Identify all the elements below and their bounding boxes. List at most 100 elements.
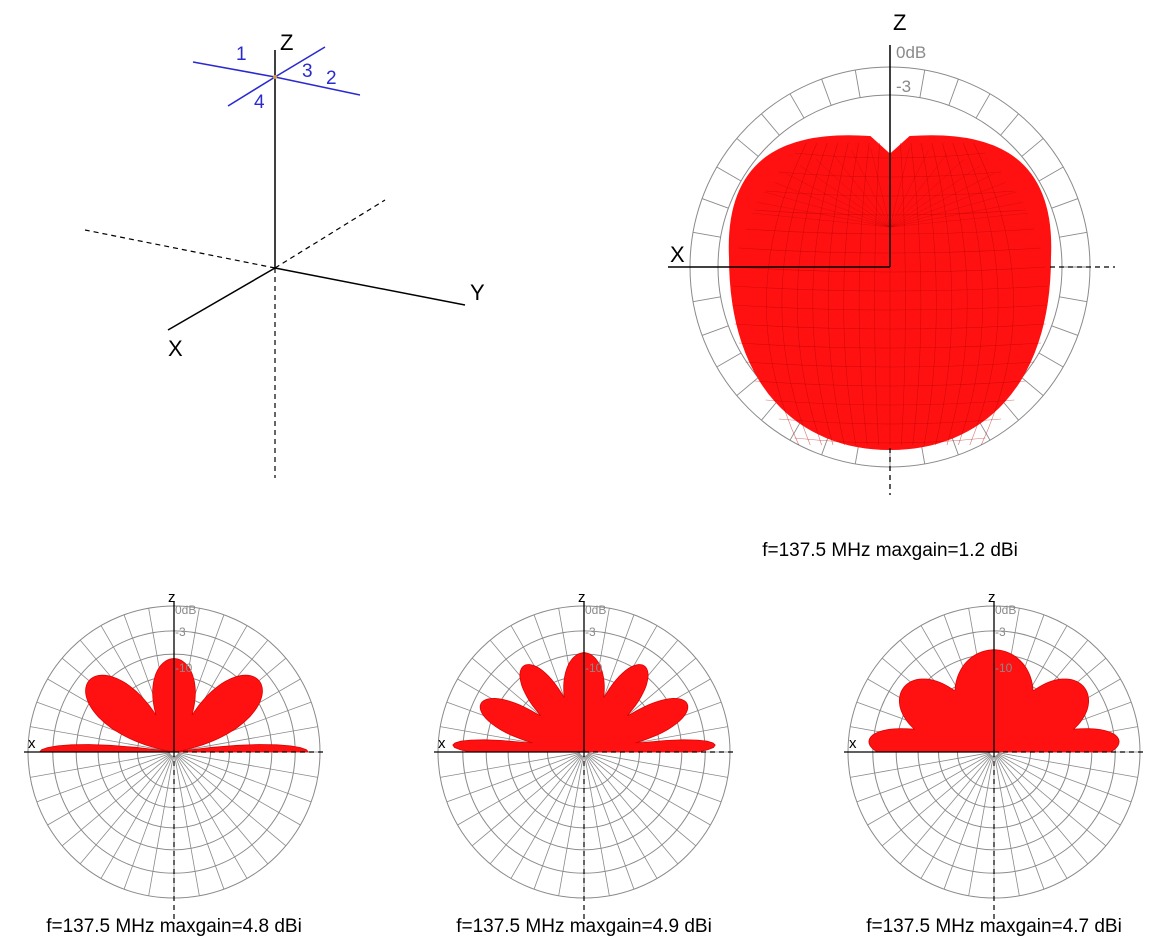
grid-spoke xyxy=(919,69,926,98)
grid-spoke xyxy=(586,754,679,865)
pattern-1-mesh-parallel xyxy=(754,380,1026,387)
x-axis-line xyxy=(167,267,276,331)
grid-spoke xyxy=(692,231,721,238)
pattern-1-x-label: X xyxy=(670,242,685,267)
element-label-2: 2 xyxy=(326,68,337,89)
pattern-1-mesh-radial xyxy=(889,212,1028,228)
pattern-4-caption: f=137.5 MHz maxgain=4.7 dBi xyxy=(866,916,1122,937)
pattern-1-mesh-radial xyxy=(889,165,981,228)
grid-spoke xyxy=(948,78,959,106)
element-3-line xyxy=(274,46,326,78)
pattern-2-ring-label-3: -3 xyxy=(175,625,186,639)
pattern-1-mesh-meridian xyxy=(781,142,818,446)
grid-spoke xyxy=(457,753,581,826)
grid-spoke xyxy=(47,753,171,826)
pattern-1-mesh-meridian xyxy=(843,142,859,446)
pattern-2-x-label: x xyxy=(28,735,36,752)
pattern-4-ring-label-3: -3 xyxy=(995,625,1006,639)
grid-spoke xyxy=(510,755,583,879)
pattern-1-z-label: Z xyxy=(893,10,906,35)
grid-spoke xyxy=(995,755,1068,879)
grid-spoke xyxy=(854,69,861,98)
grid-spoke xyxy=(177,752,312,803)
pattern-4: z x 0dB -3 -10 f=137.5 MHz maxgain=4.7 d… xyxy=(844,589,1146,937)
x-axis-negative xyxy=(274,199,386,269)
grid-spoke xyxy=(1038,166,1064,182)
pattern-1-mesh-meridian xyxy=(766,142,807,446)
y-axis-line xyxy=(274,267,466,306)
pattern-1-mesh-radial xyxy=(889,202,1024,228)
pattern-4-ring-label-10: -10 xyxy=(995,661,1013,675)
pattern-1-mesh-parallel xyxy=(794,437,986,444)
pattern-4-axes xyxy=(844,602,1146,924)
pattern-1-mesh-radial xyxy=(889,147,910,228)
pattern-1-mesh-meridian xyxy=(931,142,953,446)
element-2-line xyxy=(274,76,361,96)
pattern-1-mesh-parallel xyxy=(734,266,1046,273)
grid-spoke xyxy=(997,752,1132,803)
pattern-1-mesh-meridian xyxy=(941,142,968,446)
pattern-1-mesh-meridian xyxy=(910,142,922,446)
pattern-1-mesh-meridian xyxy=(797,142,828,446)
pattern-2-ring-label-0db: 0dB xyxy=(175,603,196,617)
pattern-3: z x 0dB -3 -10 f=137.5 MHz maxgain=4.9 d… xyxy=(434,589,736,937)
pattern-1-mesh-radial xyxy=(832,153,891,228)
grid-spoke xyxy=(994,755,1020,896)
pattern-3-z-label: z xyxy=(578,589,586,606)
pattern-1-mesh-radial xyxy=(889,191,1016,228)
pattern-1-mesh-radial xyxy=(799,165,891,228)
pattern-1-mesh-meridian xyxy=(827,142,849,446)
grid-spoke xyxy=(716,352,742,368)
grid-spoke xyxy=(79,754,172,865)
grid-spoke xyxy=(716,166,742,182)
pattern-1-mesh-radial xyxy=(889,149,929,228)
antenna-geometry-diagram: Z X Y 1 2 3 4 xyxy=(84,30,485,478)
grid-spoke xyxy=(856,752,991,803)
grid-spoke xyxy=(446,752,581,803)
pattern-1-mesh-parallel xyxy=(734,323,1046,330)
grid-spoke xyxy=(968,755,994,896)
pattern-3-x-label: x xyxy=(438,735,446,752)
pattern-1-mesh-radial xyxy=(773,182,891,228)
pattern-2-z-label: z xyxy=(168,589,176,606)
grid-spoke xyxy=(533,755,584,890)
pattern-1-mesh-radial xyxy=(815,158,891,228)
pattern-3-caption: f=137.5 MHz maxgain=4.9 dBi xyxy=(456,916,712,937)
element-label-1: 1 xyxy=(236,44,247,65)
element-4-line xyxy=(227,76,276,107)
y-axis-negative xyxy=(84,229,276,269)
grid-spoke xyxy=(61,754,172,847)
grid-spoke xyxy=(1038,352,1064,368)
grid-spoke xyxy=(996,754,1089,865)
pattern-1-mesh-parallel xyxy=(765,399,1015,406)
grid-spoke xyxy=(176,754,269,865)
element-1-line xyxy=(192,61,276,78)
pattern-3-axes xyxy=(434,602,736,924)
grid-spoke xyxy=(587,752,728,778)
pattern-1-mesh-parallel xyxy=(745,361,1035,368)
pattern-1-mesh-parallel xyxy=(738,342,1042,349)
grid-spoke xyxy=(867,753,991,826)
pattern-1-mesh-meridian xyxy=(921,142,937,446)
pattern-4-x-label: x xyxy=(849,735,857,752)
grid-spoke xyxy=(584,755,635,890)
grid-spoke xyxy=(176,754,287,847)
grid-spoke xyxy=(584,755,610,896)
grid-spoke xyxy=(587,753,711,826)
pattern-4-z-label: z xyxy=(988,589,996,606)
grid-spoke xyxy=(1021,377,1044,396)
grid-spoke xyxy=(586,754,697,847)
grid-spoke xyxy=(36,752,171,803)
antenna-elements xyxy=(192,46,361,107)
grid-spoke xyxy=(440,752,581,778)
grid-spoke xyxy=(761,113,780,136)
pattern-1-mesh-radial xyxy=(889,182,1007,228)
pattern-1-mesh-meridian xyxy=(858,142,870,446)
pattern-1-mesh-meridian xyxy=(973,142,1014,446)
grid-spoke xyxy=(1051,198,1079,209)
pattern-1-mesh-radial xyxy=(889,173,995,228)
grid-spoke xyxy=(1059,231,1088,238)
grid-spoke xyxy=(996,754,1107,847)
pattern-1-mesh-parallel xyxy=(732,285,1048,292)
pattern-2-ring-label-10: -10 xyxy=(175,661,193,675)
